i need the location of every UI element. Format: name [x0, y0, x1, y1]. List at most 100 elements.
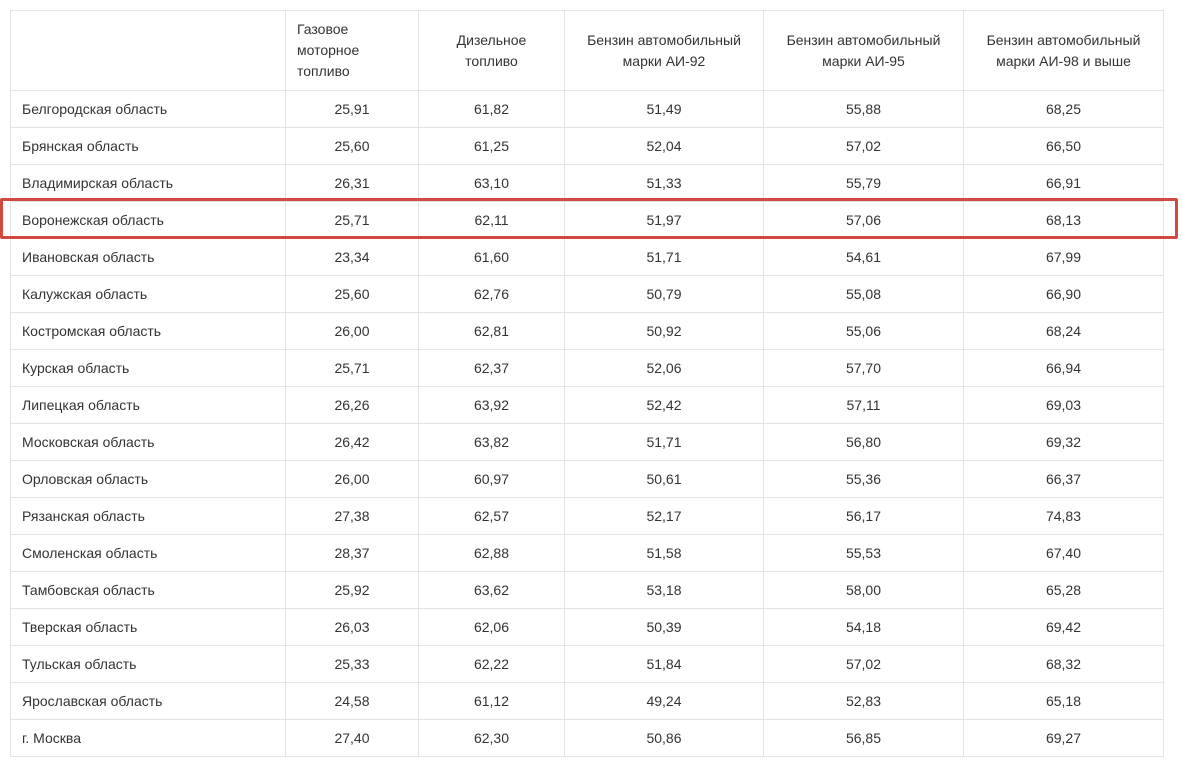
price-cell: 61,82	[418, 90, 565, 128]
price-cell: 27,38	[285, 497, 419, 535]
region-cell: Тамбовская область	[10, 571, 286, 609]
table-row: Белгородская область 25,91 61,82 51,49 55,88…	[10, 90, 1164, 128]
price-cell: 63,82	[418, 423, 565, 461]
table-row: Смоленская область 28,37 62,88 51,58 55,53 67…	[10, 534, 1164, 572]
price-cell: 50,86	[564, 719, 764, 757]
region-cell: Воронежская область	[10, 201, 286, 239]
price-cell: 26,26	[285, 386, 419, 424]
price-cell: 51,84	[564, 645, 764, 683]
price-cell: 52,06	[564, 349, 764, 387]
region-cell: Липецкая область	[10, 386, 286, 424]
header-row: Газовое моторное топливо Дизельное топлив…	[10, 10, 1164, 91]
price-cell: 69,32	[963, 423, 1164, 461]
price-cell: 62,11	[418, 201, 565, 239]
price-cell: 68,32	[963, 645, 1164, 683]
price-cell: 25,71	[285, 349, 419, 387]
price-cell: 62,06	[418, 608, 565, 646]
region-cell: Смоленская область	[10, 534, 286, 572]
region-cell: Брянская область	[10, 127, 286, 165]
header-cell: Бензин автомобильный марки АИ-92	[564, 10, 764, 91]
table-row: Брянская область 25,60 61,25 52,04 57,02 66,5…	[10, 127, 1164, 165]
table-row: Ярославская область 24,58 61,12 49,24 52,83 6…	[10, 682, 1164, 720]
header-cell: Газовое моторное топливо	[285, 10, 419, 91]
price-cell: 24,58	[285, 682, 419, 720]
price-cell: 62,81	[418, 312, 565, 350]
price-cell: 52,83	[763, 682, 964, 720]
price-cell: 58,00	[763, 571, 964, 609]
price-cell: 49,24	[564, 682, 764, 720]
region-cell: Орловская область	[10, 460, 286, 498]
price-cell: 51,49	[564, 90, 764, 128]
price-cell: 63,92	[418, 386, 565, 424]
price-cell: 51,33	[564, 164, 764, 202]
header-cell	[10, 10, 286, 91]
table-row: Тамбовская область 25,92 63,62 53,18 58,00 65…	[10, 571, 1164, 609]
price-cell: 55,36	[763, 460, 964, 498]
price-cell: 69,42	[963, 608, 1164, 646]
price-cell: 66,50	[963, 127, 1164, 165]
region-cell: Костромская область	[10, 312, 286, 350]
region-cell: Владимирская область	[10, 164, 286, 202]
table-row: Рязанская область 27,38 62,57 52,17 56,17 74,…	[10, 497, 1164, 535]
table-row: Костромская область 26,00 62,81 50,92 55,06 6…	[10, 312, 1164, 350]
price-cell: 52,17	[564, 497, 764, 535]
price-cell: 61,12	[418, 682, 565, 720]
price-cell: 66,91	[963, 164, 1164, 202]
header-cell: Дизельное топливо	[418, 10, 565, 91]
price-cell: 67,99	[963, 238, 1164, 276]
price-cell: 69,27	[963, 719, 1164, 757]
table-row: Воронежская область 25,71 62,11 51,97 57,06 6…	[10, 201, 1164, 239]
price-cell: 66,94	[963, 349, 1164, 387]
price-cell: 26,00	[285, 460, 419, 498]
price-cell: 62,76	[418, 275, 565, 313]
region-cell: Тульская область	[10, 645, 286, 683]
price-cell: 57,70	[763, 349, 964, 387]
price-cell: 68,24	[963, 312, 1164, 350]
price-cell: 55,79	[763, 164, 964, 202]
region-cell: Ивановская область	[10, 238, 286, 276]
price-cell: 51,58	[564, 534, 764, 572]
price-cell: 26,31	[285, 164, 419, 202]
price-cell: 69,03	[963, 386, 1164, 424]
price-cell: 62,22	[418, 645, 565, 683]
price-cell: 67,40	[963, 534, 1164, 572]
price-cell: 57,06	[763, 201, 964, 239]
table-body: Белгородская область 25,91 61,82 51,49 55,88…	[10, 90, 1164, 757]
price-cell: 23,34	[285, 238, 419, 276]
price-cell: 65,28	[963, 571, 1164, 609]
price-cell: 56,17	[763, 497, 964, 535]
table-row: Тульская область 25,33 62,22 51,84 57,02 68,3…	[10, 645, 1164, 683]
price-cell: 66,37	[963, 460, 1164, 498]
table-row: Владимирская область 26,31 63,10 51,33 55,79…	[10, 164, 1164, 202]
region-cell: Московская область	[10, 423, 286, 461]
table-row: Тверская область 26,03 62,06 50,39 54,18 69,4…	[10, 608, 1164, 646]
price-cell: 51,71	[564, 238, 764, 276]
price-cell: 63,62	[418, 571, 565, 609]
table-row: Курская область 25,71 62,37 52,06 57,70 66,94	[10, 349, 1164, 387]
price-cell: 62,30	[418, 719, 565, 757]
table-row: г. Москва 27,40 62,30 50,86 56,85 69,27	[10, 719, 1164, 757]
price-cell: 50,39	[564, 608, 764, 646]
price-cell: 50,92	[564, 312, 764, 350]
price-cell: 28,37	[285, 534, 419, 572]
price-cell: 25,91	[285, 90, 419, 128]
table-row: Липецкая область 26,26 63,92 52,42 57,11 69,0…	[10, 386, 1164, 424]
price-cell: 55,08	[763, 275, 964, 313]
region-cell: Рязанская область	[10, 497, 286, 535]
region-cell: Ярославская область	[10, 682, 286, 720]
table-row: Московская область 26,42 63,82 51,71 56,80 69…	[10, 423, 1164, 461]
price-cell: 55,53	[763, 534, 964, 572]
price-cell: 56,80	[763, 423, 964, 461]
price-cell: 27,40	[285, 719, 419, 757]
header-cell: Бензин автомобильный марки АИ-95	[763, 10, 964, 91]
price-cell: 52,42	[564, 386, 764, 424]
table-header: Газовое моторное топливо Дизельное топлив…	[10, 10, 1164, 91]
price-cell: 61,25	[418, 127, 565, 165]
region-cell: Тверская область	[10, 608, 286, 646]
price-cell: 62,57	[418, 497, 565, 535]
price-cell: 55,88	[763, 90, 964, 128]
price-cell: 25,33	[285, 645, 419, 683]
region-cell: г. Москва	[10, 719, 286, 757]
price-cell: 65,18	[963, 682, 1164, 720]
